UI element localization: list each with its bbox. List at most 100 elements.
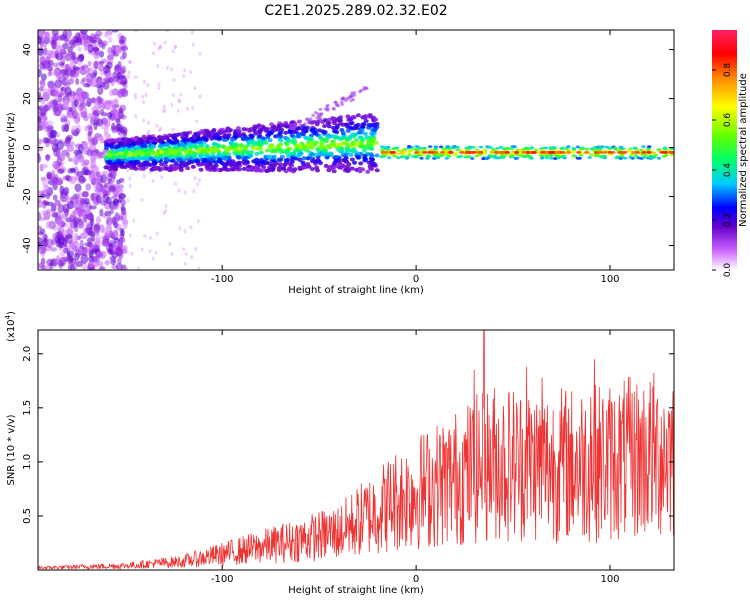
spectral-cell [107, 222, 112, 231]
spectral-cell [172, 136, 177, 141]
spectral-cell [92, 260, 99, 268]
spectral-cell [199, 129, 205, 134]
spectral-cell [279, 123, 285, 128]
spectral-cell [87, 213, 93, 221]
spectral-cell [561, 154, 566, 158]
spectral-cell [245, 167, 251, 172]
spectral-cell [164, 208, 168, 213]
spectral-cell [151, 144, 156, 149]
spectral-cell [182, 247, 186, 252]
spectral-cell [130, 251, 134, 256]
spectral-cell [148, 235, 152, 240]
spectral-cell [369, 123, 374, 128]
spectral-cell [63, 99, 70, 108]
spectral-cell [263, 140, 269, 145]
spectral-cell [72, 65, 77, 75]
spectral-cell [140, 198, 144, 202]
spectral-cell [340, 97, 345, 101]
spectral-cell [135, 141, 141, 146]
spectral-cell [183, 229, 187, 234]
spectral-cell [183, 134, 189, 139]
spectral-cell [103, 99, 112, 105]
spectral-cell [589, 147, 595, 151]
spectral-cell [47, 124, 52, 133]
spectral-cell [176, 157, 182, 162]
spectral-cell [160, 175, 164, 180]
spectral-cell [257, 168, 263, 173]
spectral-cell [90, 158, 97, 167]
spectral-cell [361, 122, 367, 127]
spectral-cell [213, 160, 219, 165]
spectral-cell [441, 148, 446, 152]
spectral-cell [448, 151, 454, 154]
spectral-cell [81, 191, 89, 198]
spectral-cell [194, 159, 200, 164]
spectral-cell [76, 95, 82, 101]
spectral-cell [179, 92, 183, 97]
spectral-cell [38, 225, 43, 231]
spectral-cell [580, 152, 585, 156]
spectral-cell [501, 147, 507, 151]
spectral-cell [119, 227, 125, 234]
spectral-cell [189, 225, 193, 230]
spectral-cell [192, 133, 197, 138]
spectral-cell [98, 50, 105, 58]
spectral-cell [204, 144, 210, 149]
spectral-cell [322, 124, 327, 128]
spectral-cell [113, 138, 119, 143]
spectral-cell [120, 198, 126, 207]
spectral-cell [38, 68, 42, 78]
spectral-cell [178, 168, 184, 173]
spectral-cell [158, 45, 162, 50]
spectral-cell [68, 93, 76, 104]
spectral-cell [99, 137, 105, 144]
spectral-cell [118, 192, 127, 200]
spectral-cell [48, 59, 54, 67]
spectral-cell [350, 115, 356, 120]
spectral-cell [288, 167, 293, 172]
spectral-cell [102, 185, 111, 195]
spectral-cell [478, 153, 483, 157]
spectral-cell [600, 155, 605, 159]
snr-frame [37, 329, 675, 571]
spectral-cell [41, 177, 49, 188]
spectral-cell [38, 231, 44, 236]
snr-y-tick-label: 0.5 [22, 508, 33, 524]
spectral-cell [367, 113, 373, 118]
snr-scale-exponent: 4 [4, 314, 12, 319]
spectral-cell [83, 44, 89, 52]
snr-scale-base: (x10 [6, 319, 17, 342]
spectral-cell [121, 154, 127, 159]
spectral-cell [114, 214, 123, 219]
spectral-cell [116, 118, 121, 126]
spectral-cell [157, 82, 161, 87]
spectral-cell [307, 119, 312, 123]
spectral-cell [93, 228, 100, 236]
spectral-cell [321, 145, 327, 150]
spectral-cell [81, 262, 88, 270]
spectral-cell [576, 151, 582, 154]
snr-x-tick-label: 0 [413, 574, 419, 585]
spectral-cell [91, 47, 100, 52]
spectral-cell [312, 142, 318, 147]
spectral-cell [322, 130, 328, 135]
spectral-cell [95, 216, 102, 224]
spectral-cell [178, 99, 182, 104]
spectral-cell [41, 120, 49, 128]
spectral-cell [662, 147, 667, 151]
spectral-cell [195, 119, 199, 124]
spectral-cell [62, 81, 71, 87]
spectrogram-heatmap [38, 30, 674, 270]
spectral-cell [128, 160, 134, 165]
spectral-cell [103, 165, 109, 170]
spectral-cell [134, 145, 140, 150]
spectral-cell [183, 190, 187, 195]
spectral-cell [522, 155, 527, 159]
spectral-cell [594, 153, 600, 157]
spectral-cell [144, 161, 150, 166]
spectral-cell [422, 151, 427, 154]
spectral-cell [177, 153, 183, 157]
spectral-cell [357, 135, 363, 140]
spectral-cell [99, 60, 104, 66]
spectral-cell [495, 156, 500, 160]
